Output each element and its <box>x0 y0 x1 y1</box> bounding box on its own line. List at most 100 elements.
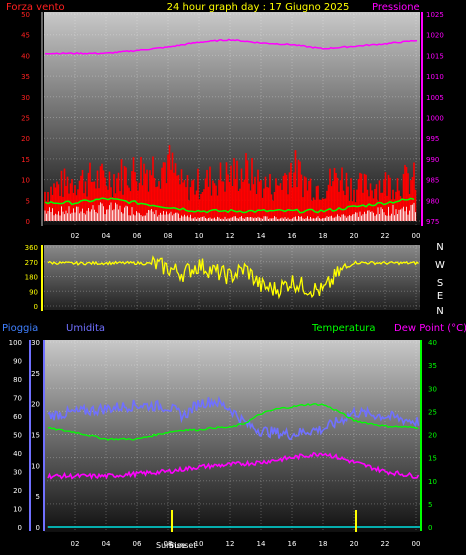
sunset-label: Sunset <box>169 541 196 550</box>
temperature-tick-40: 40 <box>428 339 437 347</box>
temperature-tick-25: 25 <box>428 408 437 416</box>
wind-tick-35: 35 <box>21 73 30 81</box>
climate-plot-area <box>44 340 420 532</box>
wind-xtick-20: 20 <box>350 232 359 240</box>
dir-tick-90: 90 <box>29 288 38 296</box>
rain-tick-70: 70 <box>13 395 22 403</box>
wind-xtick-08: 08 <box>164 232 173 240</box>
rain-tick-0: 0 <box>18 524 22 532</box>
wind-xtick-10: 10 <box>195 232 204 240</box>
rain-tick-100: 100 <box>9 339 22 347</box>
humidity-tick-10: 10 <box>31 462 40 470</box>
climate-xtick-06: 06 <box>133 540 142 548</box>
climate-xtick-16: 16 <box>288 540 297 548</box>
temperature-tick-10: 10 <box>428 478 437 486</box>
temperature-tick-20: 20 <box>428 432 437 440</box>
direction-line <box>47 255 419 300</box>
rain-tick-40: 40 <box>13 450 22 458</box>
humidity-tick-30: 30 <box>31 339 40 347</box>
wind-xtick-12: 12 <box>226 232 235 240</box>
wind-tick-0: 0 <box>26 218 30 226</box>
wind-avg-line <box>44 197 415 214</box>
wind-axis-title: Forza vento <box>6 2 65 13</box>
rain-label: Pioggia <box>2 323 38 334</box>
wind-xtick-18: 18 <box>319 232 328 240</box>
compass-n-top: N <box>436 242 443 253</box>
wind-tick-25: 25 <box>21 115 30 123</box>
wind-xtick-02: 02 <box>71 232 80 240</box>
humidity-tick-25: 25 <box>31 370 40 378</box>
wind-tick-30: 30 <box>21 94 30 102</box>
dewpoint-label: Dew Point (°C) <box>394 323 466 334</box>
pressure-tick-1025: 1025 <box>426 11 444 19</box>
climate-xtick-14: 14 <box>257 540 266 548</box>
temperature-tick-35: 35 <box>428 362 437 370</box>
climate-xtick-22: 22 <box>381 540 390 548</box>
dir-tick-360: 360 <box>25 244 38 252</box>
pressure-tick-990: 990 <box>426 156 439 164</box>
wind-tick-50: 50 <box>21 11 30 19</box>
pressure-tick-1000: 1000 <box>426 115 444 123</box>
climate-xtick-02: 02 <box>71 540 80 548</box>
dewpoint-line <box>47 451 420 481</box>
sunrise-label: Sunrise <box>156 541 186 550</box>
rain-tick-90: 90 <box>13 358 22 366</box>
rain-tick-50: 50 <box>13 432 22 440</box>
rain-tick-10: 10 <box>13 506 22 514</box>
wind-tick-15: 15 <box>21 156 30 164</box>
wind-tick-20: 20 <box>21 135 30 143</box>
temperature-line <box>47 403 418 441</box>
humidity-tick-15: 15 <box>31 432 40 440</box>
wind-tick-5: 5 <box>26 197 30 205</box>
wind-xtick-06: 06 <box>133 232 142 240</box>
humidity-label: Umidita <box>66 323 105 334</box>
humidity-line <box>47 395 420 441</box>
temperature-tick-30: 30 <box>428 385 437 393</box>
climate-xtick-10: 10 <box>195 540 204 548</box>
humidity-tick-20: 20 <box>31 401 40 409</box>
rain-tick-60: 60 <box>13 413 22 421</box>
humidity-tick-0: 0 <box>36 524 40 532</box>
pressure-tick-980: 980 <box>426 197 439 205</box>
compass-s: S <box>437 278 443 289</box>
pressure-tick-1020: 1020 <box>426 32 444 40</box>
pressure-tick-1005: 1005 <box>426 94 444 102</box>
pressure-tick-985: 985 <box>426 177 439 185</box>
pressure-tick-995: 995 <box>426 135 439 143</box>
climate-xtick-08: 08 <box>164 540 173 548</box>
climate-xtick-20: 20 <box>350 540 359 548</box>
pressure-tick-1015: 1015 <box>426 52 444 60</box>
climate-xtick-04: 04 <box>102 540 111 548</box>
climate-xtick-18: 18 <box>319 540 328 548</box>
chart-title: 24 hour graph day : 17 Giugno 2025 <box>167 2 350 13</box>
pressure-tick-1010: 1010 <box>426 73 444 81</box>
rain-tick-30: 30 <box>13 469 22 477</box>
wind-tick-40: 40 <box>21 52 30 60</box>
wind-tick-45: 45 <box>21 32 30 40</box>
rain-tick-80: 80 <box>13 376 22 384</box>
temperature-tick-5: 5 <box>428 501 432 509</box>
wind-xtick-04: 04 <box>102 232 111 240</box>
pressure-axis-title: Pressione <box>372 2 420 13</box>
humidity-tick-5: 5 <box>36 493 40 501</box>
wind-xtick-16: 16 <box>288 232 297 240</box>
dir-tick-180: 180 <box>25 274 38 282</box>
temperature-tick-0: 0 <box>428 524 432 532</box>
pressure-line <box>44 38 418 55</box>
wind-xtick-00: 00 <box>412 232 421 240</box>
climate-xtick-12: 12 <box>226 540 235 548</box>
climate-xtick-00: 00 <box>412 540 421 548</box>
wind-xtick-22: 22 <box>381 232 390 240</box>
wind-tick-10: 10 <box>21 177 30 185</box>
wind-xtick-14: 14 <box>257 232 266 240</box>
rain-tick-20: 20 <box>13 487 22 495</box>
compass-e: E <box>437 291 443 302</box>
temperature-tick-15: 15 <box>428 455 437 463</box>
temperature-label: Temperatura <box>311 323 376 334</box>
dir-tick-0: 0 <box>34 303 38 311</box>
pressure-tick-975: 975 <box>426 218 439 226</box>
compass-w: W <box>435 260 445 271</box>
dir-tick-270: 270 <box>25 259 38 267</box>
compass-n-bottom: N <box>436 306 443 317</box>
